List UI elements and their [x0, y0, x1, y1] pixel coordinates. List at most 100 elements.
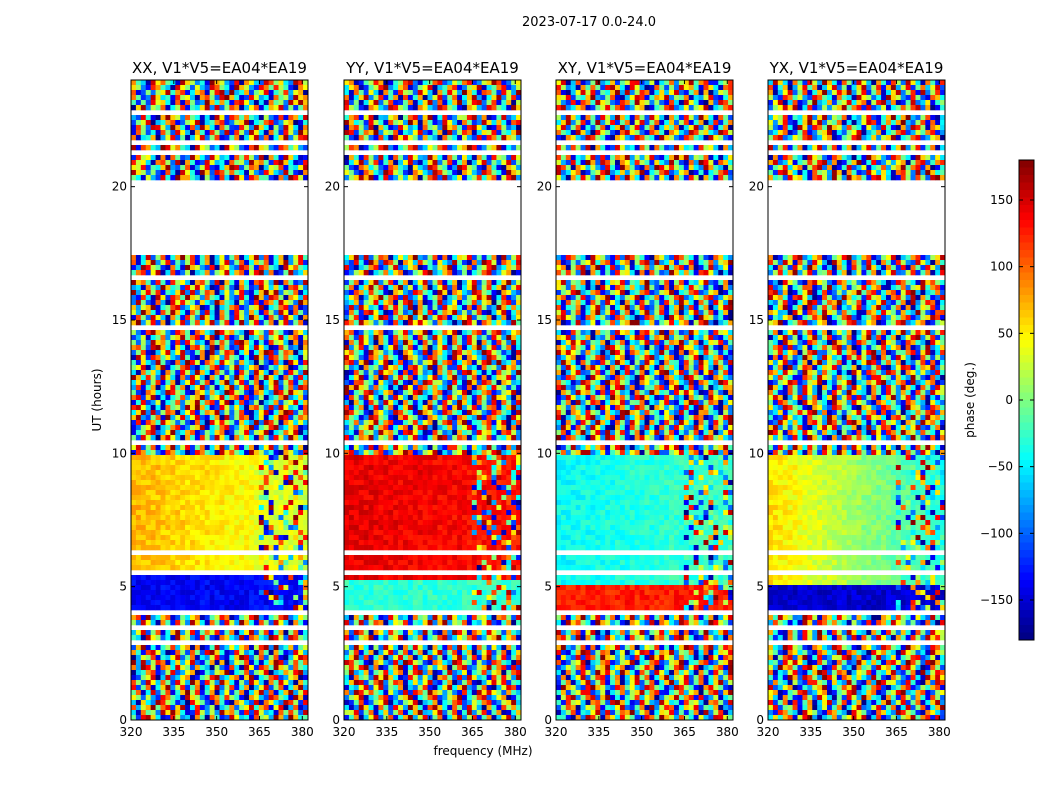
- heatmap-cell: [194, 305, 201, 311]
- heatmap-cell: [506, 330, 512, 336]
- heatmap-cell: [155, 305, 161, 311]
- heatmap-cell: [155, 595, 161, 601]
- heatmap-cell: [283, 445, 289, 451]
- heatmap-cell: [244, 315, 250, 321]
- heatmap-cell: [239, 485, 245, 491]
- heatmap-cell: [407, 340, 414, 346]
- heatmap-cell: [150, 330, 156, 336]
- heatmap-cell: [199, 540, 206, 546]
- heatmap-cell: [180, 390, 186, 396]
- heatmap-cell: [209, 605, 215, 611]
- heatmap-cell: [516, 135, 522, 141]
- heatmap-cell: [496, 295, 502, 301]
- heatmap-cell: [466, 130, 473, 136]
- heatmap-cell: [180, 125, 186, 131]
- heatmap-cell: [268, 635, 274, 641]
- heatmap-cell: [131, 330, 137, 336]
- heatmap-cell: [224, 170, 230, 176]
- heatmap-cell: [155, 470, 161, 476]
- heatmap-cell: [348, 290, 355, 296]
- heatmap-cell: [219, 580, 225, 586]
- heatmap-cell: [229, 555, 235, 561]
- heatmap-cell: [140, 490, 147, 496]
- heatmap-cell: [249, 365, 255, 371]
- heatmap-cell: [298, 135, 304, 141]
- heatmap-cell: [199, 590, 206, 596]
- heatmap-cell: [150, 500, 156, 506]
- heatmap-cell: [131, 540, 137, 546]
- heatmap-cell: [170, 620, 176, 626]
- heatmap-cell: [135, 365, 142, 371]
- heatmap-cell: [145, 560, 151, 566]
- heatmap-cell: [283, 115, 289, 121]
- heatmap-cell: [273, 160, 279, 166]
- heatmap-cell: [283, 500, 289, 506]
- heatmap-cell: [417, 175, 423, 181]
- heatmap-cell: [303, 160, 309, 166]
- heatmap-cell: [403, 95, 409, 101]
- heatmap-cell: [249, 450, 255, 456]
- heatmap-cell: [160, 310, 166, 316]
- heatmap-cell: [185, 165, 191, 171]
- heatmap-cell: [204, 300, 210, 306]
- heatmap-cell: [273, 510, 279, 516]
- heatmap-cell: [278, 300, 284, 306]
- heatmap-cell: [462, 95, 468, 101]
- heatmap-cell: [303, 480, 309, 486]
- heatmap-cell: [476, 285, 482, 291]
- heatmap-cell: [239, 555, 245, 561]
- heatmap-cell: [135, 620, 142, 626]
- heatmap-cell: [273, 540, 279, 546]
- heatmap-cell: [155, 330, 161, 336]
- heatmap-cell: [165, 635, 171, 641]
- heatmap-cell: [278, 615, 284, 621]
- heatmap-cell: [506, 105, 512, 111]
- heatmap-cell: [165, 355, 171, 361]
- heatmap-cell: [145, 430, 151, 436]
- heatmap-cell: [388, 255, 394, 261]
- heatmap-cell: [422, 90, 428, 96]
- heatmap-cell: [185, 715, 191, 721]
- heatmap-cell: [501, 320, 507, 326]
- heatmap-cell: [258, 435, 265, 441]
- heatmap-cell: [263, 125, 269, 131]
- heatmap-cell: [462, 145, 468, 151]
- heatmap-cell: [219, 160, 225, 166]
- heatmap-cell: [209, 395, 215, 401]
- heatmap-cell: [229, 485, 235, 491]
- heatmap-cell: [204, 380, 210, 386]
- heatmap-cell: [471, 270, 478, 276]
- heatmap-cell: [140, 510, 147, 516]
- heatmap-cell: [185, 290, 191, 296]
- heatmap-cell: [131, 90, 137, 96]
- heatmap-cell: [288, 485, 294, 491]
- heatmap-cell: [358, 100, 364, 106]
- heatmap-cell: [140, 675, 147, 681]
- heatmap-cell: [155, 510, 161, 516]
- heatmap-cell: [268, 630, 274, 636]
- heatmap-cell: [160, 340, 166, 346]
- heatmap-cell: [344, 335, 350, 341]
- heatmap-cell: [268, 410, 274, 416]
- heatmap-cell: [145, 310, 151, 316]
- heatmap-cell: [180, 175, 186, 181]
- heatmap-cell: [298, 105, 304, 111]
- heatmap-cell: [204, 85, 210, 91]
- heatmap-cell: [214, 405, 220, 411]
- heatmap-cell: [403, 135, 409, 141]
- heatmap-cell: [273, 95, 279, 101]
- heatmap-cell: [170, 645, 176, 651]
- heatmap-cell: [249, 310, 255, 316]
- heatmap-cell: [481, 115, 487, 121]
- heatmap-cell: [199, 380, 206, 386]
- heatmap-cell: [209, 545, 215, 551]
- heatmap-cell: [383, 115, 389, 121]
- heatmap-cell: [283, 590, 289, 596]
- heatmap-cell: [239, 690, 245, 696]
- heatmap-cell: [234, 515, 240, 521]
- heatmap-cell: [273, 700, 279, 706]
- heatmap-cell: [209, 485, 215, 491]
- heatmap-cell: [145, 300, 151, 306]
- heatmap-cell: [293, 415, 299, 421]
- heatmap-cell: [175, 155, 181, 161]
